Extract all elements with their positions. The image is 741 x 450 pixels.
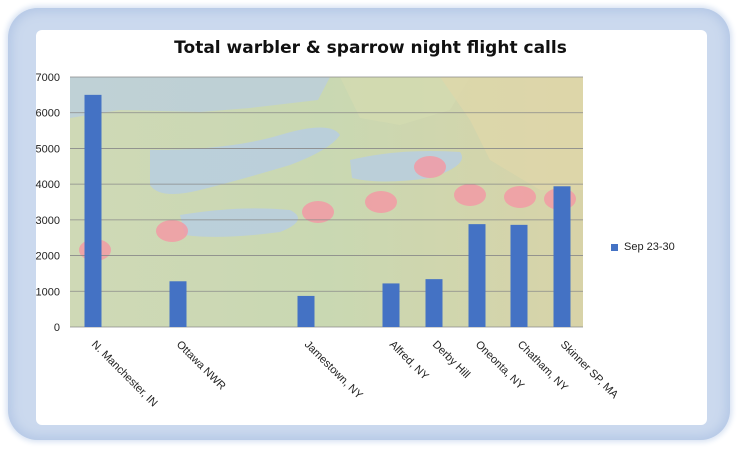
y-tick-label: 7000 <box>36 72 60 84</box>
bars <box>84 94 571 327</box>
x-tick-label: Ottawa NWR <box>174 339 228 393</box>
y-tick-label: 5000 <box>36 143 60 155</box>
legend-swatch <box>611 243 618 251</box>
bar-2 <box>297 295 315 327</box>
y-tick-label: 6000 <box>36 108 60 120</box>
bar-5 <box>468 224 486 327</box>
x-tick-label: Skinner SP, MA <box>558 339 621 402</box>
bar-0 <box>84 94 102 327</box>
y-tick-label: 4000 <box>36 179 60 191</box>
station-markers <box>79 156 576 261</box>
x-tick-label: Alfred, NY <box>387 339 431 383</box>
y-tick-label: 1000 <box>36 286 60 298</box>
y-axis-ticks: 0 1000 2000 3000 4000 5000 6000 7000 <box>36 72 60 334</box>
legend: Sep 23-30 <box>611 241 675 253</box>
y-tick-label: 0 <box>54 322 60 334</box>
chart-title: Total warbler & sparrow night flight cal… <box>174 38 567 58</box>
gridlines <box>70 76 583 328</box>
y-tick-label: 3000 <box>36 215 60 227</box>
y-tick-label: 2000 <box>36 251 60 263</box>
bar-3 <box>382 283 400 327</box>
bar-1 <box>169 281 187 327</box>
legend-label: Sep 23-30 <box>624 241 675 253</box>
bar-4 <box>425 279 443 327</box>
bar-7 <box>553 186 571 327</box>
x-axis-ticks: N. Manchester, IN Ottawa NWR Jamestown, NY… <box>89 339 621 410</box>
x-tick-label: Derby Hill <box>430 339 472 381</box>
x-tick-label: Jamestown, NY <box>302 339 365 402</box>
x-tick-label: N. Manchester, IN <box>89 339 160 410</box>
bar-6 <box>510 224 528 327</box>
